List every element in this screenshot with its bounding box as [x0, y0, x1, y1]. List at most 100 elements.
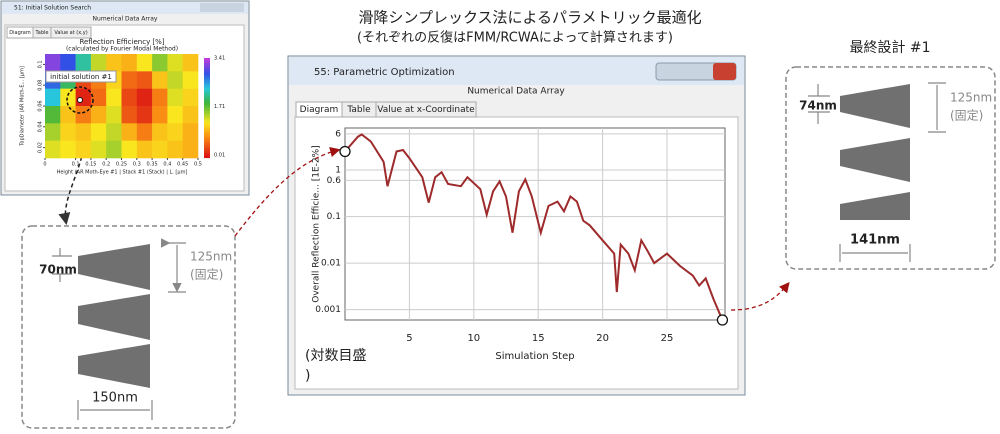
heat-cell — [75, 123, 92, 141]
log-note: (対数目盛 — [305, 348, 366, 364]
colorbar — [204, 120, 210, 124]
colorbar — [204, 128, 210, 131]
annotation-point — [77, 97, 83, 103]
heat-cell — [152, 88, 168, 107]
y-tick-label: 0.04 — [38, 121, 44, 132]
heat-cell — [106, 106, 122, 124]
y-axis-label: TopDiameter (AR Moth-E... [µm] — [20, 66, 26, 147]
colorbar — [204, 110, 210, 114]
colorbar — [204, 113, 210, 116]
colorbar — [204, 118, 210, 121]
tab[interactable] — [375, 101, 477, 118]
colorbar — [204, 78, 210, 81]
annotation: initial solution #1 — [50, 73, 112, 81]
connector — [730, 281, 790, 311]
heat-cell — [121, 88, 138, 107]
shape — [78, 294, 150, 340]
dim-marker — [808, 84, 830, 124]
colorbar — [204, 68, 210, 71]
x-tick-label: 0.45 — [177, 162, 188, 168]
x-axis-label: Height (AR Moth-Eye #1 | Stack #1 (Stack… — [57, 170, 188, 176]
heat-cell — [136, 123, 153, 141]
heat-cell — [167, 88, 183, 107]
colorbar — [204, 75, 210, 79]
tab[interactable] — [50, 26, 92, 39]
tab-label: Table — [35, 30, 49, 36]
colorbar — [204, 108, 210, 111]
colorbar — [204, 133, 210, 136]
heat-cell — [121, 106, 138, 124]
heat-cell — [136, 71, 153, 89]
heat-cell — [167, 71, 183, 89]
colorbar — [204, 83, 210, 86]
heat-cell — [167, 106, 183, 124]
heat-cell — [182, 71, 199, 89]
colorbar — [204, 98, 210, 101]
heat-cell — [136, 88, 153, 107]
colorbar — [204, 103, 210, 106]
colorbar — [204, 150, 210, 154]
tab-label: Value at (x,y) — [54, 30, 87, 36]
colorbar — [204, 80, 210, 84]
heat-cell — [60, 106, 76, 124]
colorbar-label: 3.41 — [214, 56, 225, 62]
title-bar — [2, 2, 248, 14]
heat-cell — [167, 123, 183, 141]
shape — [840, 192, 910, 220]
heading-title: 滑降シンプレックス法によるパラメトリック最適化 — [358, 9, 701, 27]
heat-cell — [182, 54, 199, 72]
heat-cell — [136, 140, 153, 159]
heat-cell — [90, 106, 107, 124]
x-tick-label: 0.4 — [163, 162, 171, 168]
y-tick-label: 6 — [335, 129, 341, 139]
heat-cell — [106, 140, 122, 159]
top-diameter: 74nm — [799, 99, 837, 113]
close-button[interactable] — [713, 63, 736, 80]
x-axis-label: Simulation Step — [495, 351, 574, 362]
x-tick-label: 0.5 — [194, 162, 202, 168]
heat-cell — [182, 88, 199, 107]
dim-marker — [77, 400, 153, 420]
heat-cell — [136, 106, 153, 124]
heat-cell — [121, 123, 138, 141]
x-tick-label: 0.1 — [72, 162, 80, 168]
bottom-diameter: 141nm — [850, 233, 900, 248]
tab-label: Diagram — [300, 105, 339, 115]
window-buttons[interactable] — [200, 3, 244, 12]
heat-cell — [75, 106, 92, 124]
chart-title: Reflection Efficiency [%] — [79, 38, 164, 46]
y-tick-label: 0.08 — [38, 80, 44, 91]
heat-cell — [121, 140, 138, 159]
heat-cell — [90, 123, 107, 141]
bottom-diameter: 150nm — [92, 391, 138, 406]
colorbar — [204, 143, 210, 146]
heat-cell — [106, 123, 122, 141]
heat-cell — [75, 140, 92, 159]
heat-cell — [167, 54, 183, 72]
colorbar — [204, 125, 210, 129]
line — [344, 133, 724, 321]
heat-cell — [136, 54, 153, 72]
colorbar — [204, 115, 210, 119]
colorbar — [204, 85, 210, 89]
heat-cell — [152, 140, 168, 159]
window-title: 51: Initial Solution Search — [14, 5, 91, 12]
top-diameter: 70nm — [39, 263, 77, 277]
colorbar — [204, 63, 210, 66]
colorbar-label: 1.71 — [214, 104, 225, 110]
colorbar — [204, 65, 210, 69]
heat-cell — [182, 123, 199, 141]
y-tick-label: 1 — [335, 166, 341, 176]
colorbar — [204, 60, 210, 64]
x-tick-label: 25 — [661, 333, 674, 344]
colorbar — [204, 100, 210, 104]
heat-cell — [60, 140, 76, 159]
plot-area — [344, 127, 726, 321]
heat-cell — [152, 71, 168, 89]
heat-cell — [182, 140, 199, 159]
heading-subtitle: (それぞれの反復はFMM/RCWAによって計算されます) — [357, 30, 673, 46]
colorbar — [204, 95, 210, 99]
colorbar — [204, 153, 210, 156]
heat-cell — [152, 123, 168, 141]
colorbar — [204, 88, 210, 91]
